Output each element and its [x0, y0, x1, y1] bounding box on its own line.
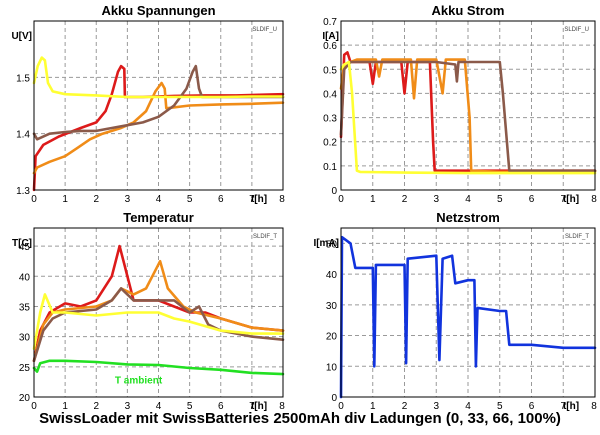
x-tick-label: 0	[338, 401, 344, 412]
y-tick-label: 30	[326, 301, 338, 312]
x-tick-label: 6	[218, 401, 224, 412]
y-tick-label: 35	[19, 302, 31, 313]
chart-tag: SLDIF_T	[565, 234, 589, 240]
x-tick-label: 7	[560, 194, 566, 205]
y-tick-label: 0	[331, 393, 337, 404]
x-tick-label: 4	[465, 401, 471, 412]
chart-title: Netzstrom	[436, 210, 500, 225]
y-tick-label: 20	[19, 393, 31, 404]
chart-spannungen: 0 1 2 3 4 5 6 7 8 t[h] 1.3 1.4 1.5 U[V] Akku Spannunge…	[11, 3, 285, 205]
plot-frame	[340, 20, 596, 191]
y-tick-label: 50	[326, 239, 338, 250]
plot-frame	[340, 227, 596, 398]
x-tick-label: 2	[93, 194, 99, 205]
x-tick-label: 2	[402, 401, 408, 412]
x-tick-label: 2	[93, 401, 99, 412]
series-line-orange	[32, 81, 285, 175]
x-tick-label: 4	[465, 194, 471, 205]
y-tick-label: 1.4	[16, 130, 30, 141]
chart-temperatur: 0 1 2 3 4 5 6 7 8t[h]202530354045T[C]TemperaturS…	[12, 210, 285, 412]
x-tick-label: 6	[218, 194, 224, 205]
y-tick-label: 1.3	[16, 186, 30, 197]
chart-title: Temperatur	[123, 210, 194, 225]
y-tick-label: 20	[326, 332, 338, 343]
x-tick-label: 3	[433, 194, 439, 205]
x-axis-label: t[h]	[563, 194, 579, 205]
series-line-yellow	[339, 60, 597, 175]
x-tick-label: 7	[560, 401, 566, 412]
x-tick-label: 3	[125, 194, 131, 205]
x-tick-label: 4	[156, 194, 162, 205]
x-tick-label: 4	[156, 401, 162, 412]
series-line-red	[32, 244, 285, 363]
x-tick-label: 1	[62, 194, 68, 205]
chart-title: Akku Spannungen	[101, 3, 215, 18]
chart-netzstrom: 0 1 2 3 4 5 6 7 8 t[h] 0 10 20 30 40 50I[mA] Netzstrom SL…	[313, 210, 597, 412]
chart-strom: 0 1 2 3 4 5 6 7 8 t[h] 0 0.1 0.2 0.3 0.4 0.5 0.6 0.7 I[A] A…	[322, 3, 597, 205]
x-tick-label: 1	[370, 401, 376, 412]
series-line-green	[32, 359, 285, 376]
series-line-blue	[339, 235, 597, 399]
y-tick-label: 40	[19, 272, 31, 283]
x-tick-label: 8	[591, 194, 597, 205]
series-line-yellow	[32, 293, 285, 351]
y-tick-label: 0.1	[323, 162, 337, 173]
y-axis-label: I[mA]	[313, 238, 339, 249]
x-tick-label: 6	[529, 194, 535, 205]
y-axis-label: T[C]	[12, 238, 32, 249]
x-tick-label: 0	[338, 194, 344, 205]
x-tick-label: 2	[402, 194, 408, 205]
x-tick-label: 5	[187, 401, 193, 412]
series-line-yellow	[32, 56, 285, 99]
y-tick-label: 0.3	[323, 114, 337, 125]
plot-frame	[33, 227, 284, 398]
y-axis-label: I[A]	[322, 31, 339, 42]
y-tick-label: 25	[19, 363, 31, 374]
y-tick-label: 30	[19, 333, 31, 344]
x-tick-label: 8	[279, 194, 285, 205]
y-tick-label: 1.5	[16, 73, 30, 84]
chart-title: Akku Strom	[432, 3, 505, 18]
x-tick-label: 6	[529, 401, 535, 412]
y-tick-label: 0.2	[323, 138, 337, 149]
y-tick-label: 0.5	[323, 65, 337, 76]
x-tick-label: 0	[31, 194, 37, 205]
x-tick-label: 3	[125, 401, 131, 412]
y-tick-label: 0	[331, 186, 337, 197]
x-tick-label: 1	[370, 194, 376, 205]
y-axis-label: U[V]	[11, 31, 32, 42]
x-tick-label: 0	[31, 401, 37, 412]
y-tick-label: 10	[326, 362, 338, 373]
x-axis-label: t[h]	[251, 194, 267, 205]
x-tick-label: 8	[591, 401, 597, 412]
series-line-brown	[339, 60, 597, 172]
x-tick-label: 7	[249, 401, 255, 412]
annotation-t-ambient: T ambient	[115, 376, 163, 387]
x-axis-label: t[h]	[251, 401, 267, 412]
x-tick-label: 1	[62, 401, 68, 412]
x-tick-label: 5	[497, 401, 503, 412]
y-tick-label: 0.4	[323, 89, 337, 100]
x-tick-label: 5	[497, 194, 503, 205]
chart-tag: SLDIF_T	[253, 234, 277, 240]
x-tick-label: 5	[187, 194, 193, 205]
chart-tag: SLDIF_U	[252, 27, 277, 33]
y-tick-label: 40	[326, 270, 338, 281]
x-axis-label: t[h]	[563, 401, 579, 412]
chart-tag: SLDIF_U	[564, 27, 589, 33]
figure-caption: SwissLoader mit SwissBatteries 2500mAh d…	[39, 410, 561, 427]
plot-frame	[33, 20, 284, 191]
y-tick-label: 0.7	[323, 17, 337, 28]
x-tick-label: 8	[279, 401, 285, 412]
y-tick-label: 0.6	[323, 41, 337, 52]
x-tick-label: 7	[249, 194, 255, 205]
y-tick-label: 45	[19, 242, 31, 253]
x-tick-label: 3	[433, 401, 439, 412]
